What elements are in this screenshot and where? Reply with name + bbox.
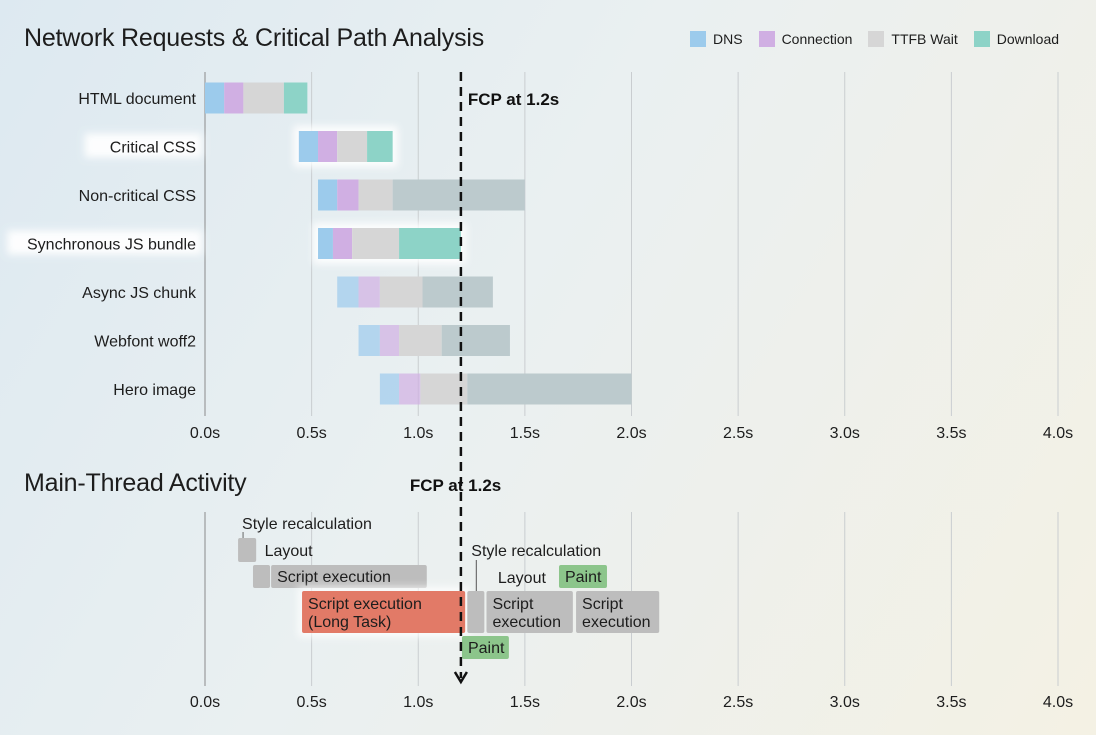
fcp-arrow-icon [453, 671, 468, 685]
x-tick-label: 1.0s [403, 694, 433, 711]
row-label: Webfont woff2 [94, 334, 196, 351]
row-label-glow [84, 133, 202, 158]
legend-swatch-connection [758, 31, 775, 47]
x-tick-label: 1.5s [510, 425, 540, 442]
fcp-label: FCP at 1.2s [410, 476, 501, 495]
bar-segment-dns [379, 373, 400, 405]
row-label: Non-critical CSS [79, 188, 196, 205]
task-bar-paint [558, 565, 607, 588]
bar-segment-connection [379, 325, 400, 356]
bar-segment-dns [358, 325, 380, 356]
x-tick-label: 0.5s [297, 425, 327, 442]
x-tick-label: 3.5s [936, 425, 966, 442]
main-thread-chart-title: Main-Thread Activity [24, 469, 247, 497]
task-bar-task [467, 591, 485, 633]
task-label: Script execution (Long Task) [308, 596, 422, 631]
legend-item-ttfb: TTFB Wait [868, 31, 958, 47]
bar-segment-download [283, 82, 308, 114]
legend-label: DNS [713, 31, 743, 47]
bar-segment-ttfb [337, 131, 368, 162]
bar-segment-connection [399, 373, 421, 405]
x-tick-label: 2.0s [616, 425, 646, 442]
bar-segment-download [467, 373, 632, 405]
row-label: Critical CSS [110, 140, 196, 157]
bar-segment-ttfb [379, 276, 423, 308]
bar-segment-connection [358, 276, 380, 308]
x-tick-label: 0.0s [190, 694, 220, 711]
bar-segment-download [422, 276, 493, 308]
task-label: Paint [468, 640, 505, 657]
task-label: Layout [265, 543, 314, 560]
bar-segment-ttfb [420, 373, 468, 405]
task-label: Script execution [582, 596, 651, 631]
x-tick-label: 1.0s [403, 425, 433, 442]
x-tick-label: 3.0s [830, 694, 860, 711]
bar-segment-ttfb [399, 325, 442, 356]
legend-label: Connection [781, 31, 853, 47]
bar-segment-download [399, 228, 461, 259]
task-bar-paint [461, 636, 509, 659]
row-label: HTML document [78, 91, 196, 108]
row-label: Synchronous JS bundle [27, 237, 196, 254]
bar-segment-connection [337, 179, 359, 211]
row-label-glow [7, 230, 203, 255]
bar-segment-dns [298, 131, 319, 162]
legend-item-dns: DNS [690, 31, 743, 47]
task-label: Paint [565, 569, 602, 586]
task-label: Script execution [492, 596, 561, 631]
bar-segment-download [367, 131, 393, 162]
bar-segment-connection [224, 82, 244, 114]
legend-swatch-ttfb [868, 31, 885, 47]
x-tick-label: 0.0s [190, 425, 220, 442]
bar-segment-ttfb [358, 179, 393, 211]
x-tick-label: 3.0s [830, 425, 860, 442]
bar-segment-dns [318, 228, 333, 259]
row-label: Async JS chunk [82, 285, 197, 302]
row-label: Hero image [113, 382, 196, 399]
x-tick-label: 2.5s [723, 694, 753, 711]
network-chart-title: Network Requests & Critical Path Analysi… [24, 24, 485, 52]
task-label: Style recalculation [242, 516, 372, 533]
x-tick-label: 0.5s [297, 694, 327, 711]
task-bar-task [238, 538, 257, 562]
task-label: Script execution [277, 569, 391, 586]
x-tick-label: 4.0s [1043, 425, 1073, 442]
bar-segment-ttfb [352, 228, 400, 259]
bar-segment-dns [337, 276, 359, 308]
fcp-label: FCP at 1.2s [468, 90, 559, 109]
bar-segment-download [441, 325, 510, 356]
task-label: Layout [498, 570, 547, 587]
legend-item-download: Download [973, 31, 1060, 47]
bar-segment-dns [318, 179, 338, 211]
task-bar-task [576, 591, 660, 633]
x-tick-label: 1.5s [510, 694, 540, 711]
x-tick-label: 3.5s [936, 694, 966, 711]
task-bar-long-task [302, 591, 466, 633]
legend-swatch-download [973, 31, 990, 47]
task-bar-task [486, 591, 573, 633]
bar-segment-connection [332, 228, 353, 259]
bar-segment-dns [205, 82, 225, 114]
x-tick-label: 2.5s [723, 425, 753, 442]
bar-segment-connection [318, 131, 338, 162]
legend-item-connection: Connection [758, 31, 853, 47]
bar-segment-ttfb [243, 82, 284, 114]
legend-label: TTFB Wait [891, 31, 958, 47]
task-label: Style recalculation [471, 543, 601, 560]
task-bar-task [252, 565, 271, 588]
legend-swatch-dns [690, 31, 706, 47]
legend-label: Download [996, 31, 1060, 47]
x-tick-label: 4.0s [1043, 694, 1073, 711]
x-tick-label: 2.0s [616, 694, 646, 711]
legend: DNS Connection TTFB Wait Download [690, 31, 1059, 47]
task-bar-task [271, 565, 427, 588]
bar-segment-download [392, 179, 525, 211]
